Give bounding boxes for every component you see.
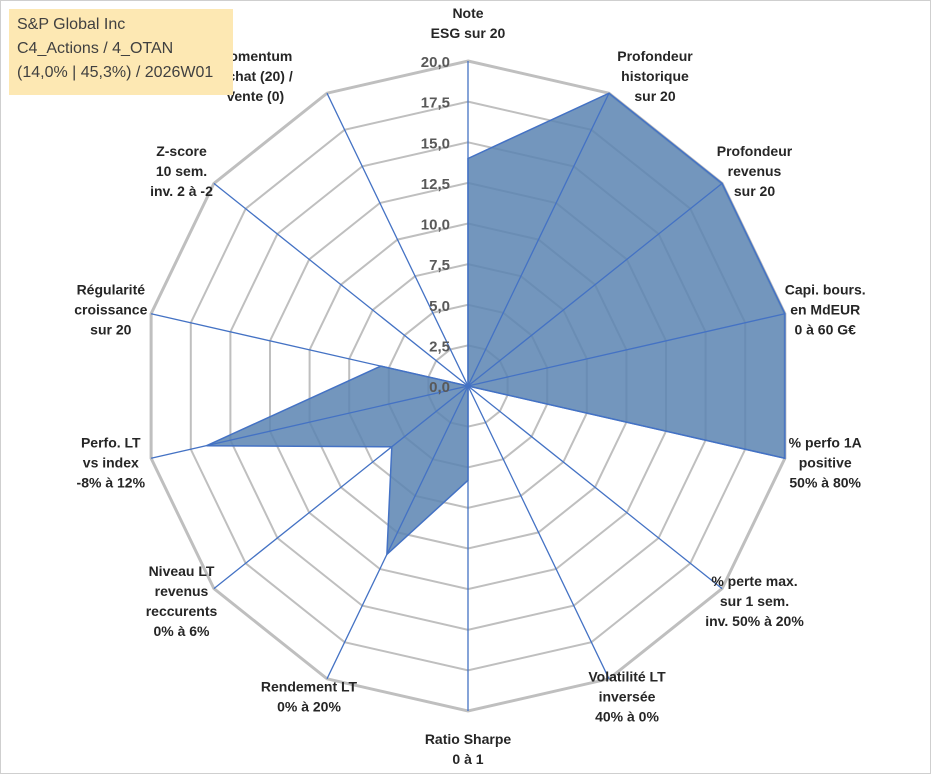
axis-label-line: Momentum [218,48,293,64]
axis-spoke [150,385,469,459]
axis-label-line: Capi. bours. [785,281,866,297]
tick-label: 0,0 [429,379,450,396]
axis-label-line: 40% à 0% [595,709,659,725]
axis-label-line: 0% à 6% [153,623,210,639]
axis-spoke [213,385,469,590]
axis-label: Momentum Achat (20) / Vente (0) [217,48,293,104]
axis-label-line: Vente (0) [226,88,284,104]
axis-label-line: revenus [155,583,209,599]
radial-tick-labels: 0,0 2,5 5,0 7,5 10,0 12,5 15,0 17,5 20,0 [421,54,450,396]
axis-label: Profondeur historique sur 20 [617,48,693,104]
tick-label: 7,5 [429,257,450,274]
axis-label-line: reccurents [146,603,218,619]
axis-label-line: % perfo 1A [789,435,862,451]
axis-spoke [467,92,610,387]
axis-label-line: Régularité [77,281,146,297]
axis-label: Perfo. LT vs index -8% à 12% [77,435,146,491]
axis-label: Volatilité LT inversée 40% à 0% [588,669,666,725]
axis-label: Ratio Sharpe 0 à 1 [425,731,512,767]
axis-label-line: Z-score [156,143,207,159]
axis-label-line: sur 1 sem. [720,593,789,609]
tick-label: 5,0 [429,298,450,315]
tick-label: 10,0 [421,217,450,234]
axis-label: Note ESG sur 20 [431,5,506,41]
series-area [206,92,786,557]
axis-label-line: 0 à 60 G€ [794,321,856,337]
axis-label-line: sur 20 [90,321,131,337]
axis-label-line: Niveau LT [149,563,215,579]
axis-label: Régularité croissance sur 20 [74,281,147,337]
axis-label-line: Rendement LT [261,679,358,695]
axis-spoke [150,313,469,387]
tick-label: 20,0 [421,54,450,71]
axis-label-line: % perte max. [711,573,797,589]
axis-labels: Note ESG sur 20 Profondeur historique sur 20… [74,5,865,767]
axis-label-line: -8% à 12% [77,475,146,491]
axis-label: Profondeur revenus sur 20 [717,143,793,199]
axis-label: Rendement LT 0% à 20% [261,679,358,715]
axis-spoke [467,313,786,387]
axis-label-line: Ratio Sharpe [425,731,512,747]
axis-label-line: vs index [83,455,139,471]
axis-label-line: en MdEUR [790,301,860,317]
axis-spoke [467,182,723,387]
axis-label-line: inv. 2 à -2 [150,183,213,199]
axis-label: Niveau LT revenus reccurents 0% à 6% [146,563,218,639]
axis-spoke [326,385,469,680]
info-box: S&P Global Inc C4_Actions / 4_OTAN (14,0… [9,9,233,95]
axis-label-line: 10 sem. [156,163,207,179]
axis-label-line: 0 à 1 [452,751,483,767]
axis-label-line: inv. 50% à 20% [705,613,804,629]
portfolio-category: C4_Actions / 4_OTAN [17,40,174,57]
axis-spoke [467,385,723,590]
axis-label-line: Volatilité LT [588,669,666,685]
axis-label-line: historique [621,68,689,84]
company-name: S&P Global Inc [17,16,126,33]
axis-spoke [467,385,786,459]
axis-label-line: sur 20 [634,88,675,104]
axis-label: Capi. bours. en MdEUR 0 à 60 G€ [785,281,866,337]
axis-label-line: 50% à 80% [789,475,861,491]
axis-label-line: Note [452,5,483,21]
axis-label-line: Profondeur [717,143,793,159]
axis-label-line: sur 20 [734,183,775,199]
axis-spoke [213,182,469,387]
axis-label: % perfo 1A positive 50% à 80% [789,435,862,491]
axis-spoke [467,385,610,680]
tick-label: 15,0 [421,135,450,152]
score-week: (14,0% | 45,3%) / 2026W01 [17,64,214,81]
axis-label-line: Achat (20) / [217,68,293,84]
axis-label-line: positive [799,455,852,471]
axis-label: Z-score 10 sem. inv. 2 à -2 [150,143,213,199]
axis-label: % perte max. sur 1 sem. inv. 50% à 20% [705,573,804,629]
axis-label-line: 0% à 20% [277,699,341,715]
axis-spokes [150,61,786,711]
series-polygon [206,92,786,557]
axis-label-line: inversée [599,689,656,705]
tick-label: 17,5 [421,95,450,112]
tick-label: 2,5 [429,338,450,355]
axis-label-line: Perfo. LT [81,435,141,451]
tick-label: 12,5 [421,176,450,193]
axis-label-line: revenus [728,163,782,179]
axis-label-line: Profondeur [617,48,693,64]
axis-label-line: croissance [74,301,147,317]
axis-label-line: ESG sur 20 [431,25,506,41]
axis-spoke [326,92,469,387]
